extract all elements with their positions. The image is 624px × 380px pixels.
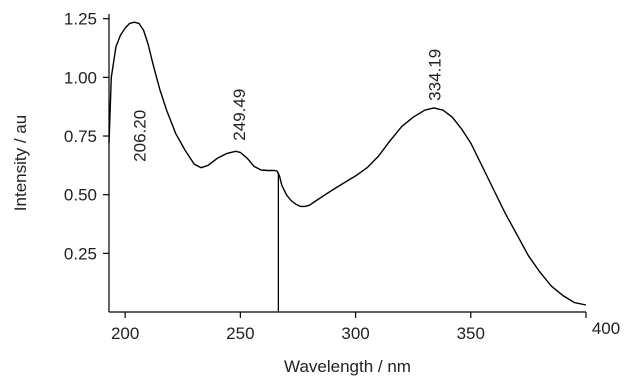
peak-annotations: 206.20 249.49 334.19 xyxy=(130,49,444,162)
y-tick-label: 0.75 xyxy=(64,127,97,146)
x-tick-label: 350 xyxy=(457,324,485,343)
x-tick-label: 200 xyxy=(111,324,139,343)
y-tick-label: 1.00 xyxy=(64,68,97,87)
plot-area: 200 250 300 350 400 0.25 0.50 0.75 1.00 1.25 206… xyxy=(64,10,620,343)
y-axis-label: Intensity / au xyxy=(11,115,30,211)
peak-label: 334.19 xyxy=(425,49,444,101)
y-tick-label: 1.25 xyxy=(64,10,97,29)
x-axis-label: Wavelength / nm xyxy=(284,357,411,376)
peak-label: 249.49 xyxy=(230,89,249,141)
spectrum-series-line xyxy=(108,21,587,306)
x-tick-label: 250 xyxy=(226,324,254,343)
x-tick-label: 400 xyxy=(592,319,620,338)
x-axis-ticks: 200 250 300 350 400 xyxy=(111,312,620,343)
y-tick-label: 0.25 xyxy=(64,244,97,263)
y-tick-label: 0.50 xyxy=(64,186,97,205)
peak-label: 206.20 xyxy=(130,110,149,162)
x-tick-label: 300 xyxy=(341,324,369,343)
y-axis-ticks: 0.25 0.50 0.75 1.00 1.25 xyxy=(64,10,109,263)
